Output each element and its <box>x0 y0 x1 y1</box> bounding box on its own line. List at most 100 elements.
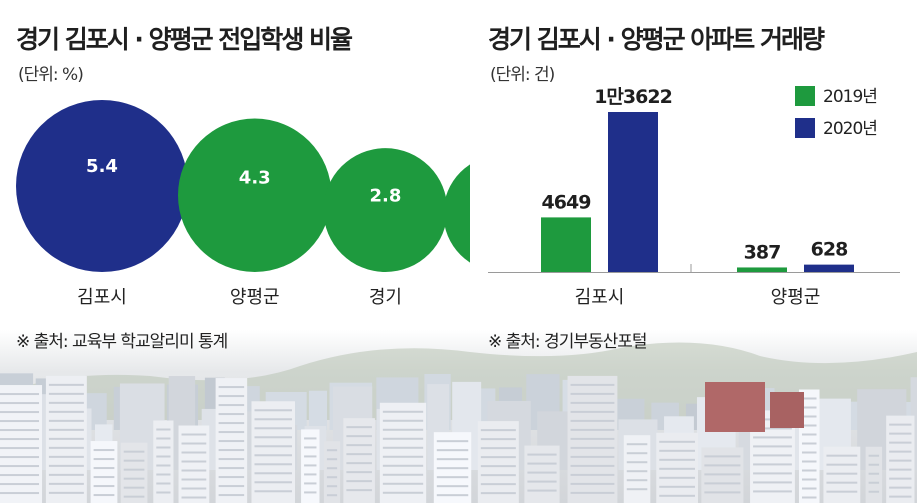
building-window-row <box>436 467 469 470</box>
building-window-row <box>326 494 338 497</box>
building-window-row <box>93 458 115 461</box>
building-window-row <box>0 492 40 495</box>
building-window-row <box>0 429 40 432</box>
building-window-row <box>48 455 84 458</box>
building-window-row <box>570 473 615 476</box>
building-window-row <box>156 437 171 440</box>
building-window-row <box>801 478 817 481</box>
building-window-row <box>326 467 338 470</box>
building-window-row <box>123 495 145 498</box>
building-window-row <box>480 492 516 495</box>
building-window-row <box>218 386 245 389</box>
bubble-category-label: 경기 <box>369 287 402 308</box>
building-window-row <box>254 418 292 421</box>
building <box>770 392 804 428</box>
bubble-category-label: 김포시 <box>77 287 127 308</box>
building-window-row <box>382 473 424 476</box>
building-window-row <box>254 427 292 430</box>
building-window-row <box>0 393 40 396</box>
building-window-row <box>48 419 84 422</box>
building-window-row <box>346 489 372 492</box>
building-window-row <box>0 411 40 414</box>
building-window-row <box>123 477 145 480</box>
building-window-row <box>801 415 817 418</box>
building-window-row <box>626 488 648 491</box>
building-window-row <box>218 440 245 443</box>
legend-swatch <box>795 118 815 138</box>
building-window-row <box>346 480 372 483</box>
building-window-row <box>626 461 648 464</box>
building-window-row <box>48 392 84 395</box>
building-window-row <box>304 464 317 467</box>
building-window-row <box>304 482 317 485</box>
bar-1-1 <box>804 264 854 272</box>
building-window-row <box>626 443 648 446</box>
building-window-row <box>801 451 817 454</box>
right-chart-unit: (단위: 건) <box>490 65 555 85</box>
building-window-row <box>218 485 245 488</box>
building-window-row <box>218 458 245 461</box>
building-window-row <box>436 458 469 461</box>
building-window-row <box>570 455 615 458</box>
left-chart-title: 경기 김포시 · 양평군 전입학생 비율 <box>16 25 353 54</box>
building-window-row <box>801 487 817 490</box>
building-window-row <box>480 483 516 486</box>
building-window-row <box>382 491 424 494</box>
building-window-row <box>181 433 207 436</box>
building-window-row <box>218 431 245 434</box>
building-window-row <box>382 437 424 440</box>
building-window-row <box>826 454 858 457</box>
building <box>120 442 148 503</box>
building <box>323 441 341 503</box>
building-window-row <box>218 395 245 398</box>
building-window-row <box>346 453 372 456</box>
building-window-row <box>801 496 817 499</box>
building-window-row <box>801 406 817 409</box>
building-window-row <box>480 456 516 459</box>
building-window-row <box>570 383 615 386</box>
building-window-row <box>868 490 880 493</box>
legend-label: 2019년 <box>823 87 877 107</box>
building-window-row <box>304 491 317 494</box>
building <box>623 435 651 503</box>
building <box>798 389 820 503</box>
building-window-row <box>753 463 792 466</box>
building <box>886 415 915 503</box>
building-window-row <box>436 449 469 452</box>
bar-value-label: 628 <box>811 239 848 261</box>
bar-category-label: 양평군 <box>771 287 821 308</box>
building-window-row <box>626 470 648 473</box>
building-window-row <box>889 432 912 435</box>
building-window-row <box>181 460 207 463</box>
legend-swatch <box>795 86 815 106</box>
building-window-row <box>826 472 858 475</box>
bubble-1 <box>178 118 332 272</box>
right-chart-title: 경기 김포시 · 양평군 아파트 거래량 <box>488 25 825 54</box>
building-window-row <box>218 422 245 425</box>
building-window-row <box>868 463 880 466</box>
bubble-0 <box>16 100 188 272</box>
building-window-row <box>527 480 557 483</box>
building-window-row <box>436 494 469 497</box>
building-window-row <box>753 472 792 475</box>
building-window-row <box>0 438 40 441</box>
building-window-row <box>868 454 880 457</box>
building-window-row <box>156 446 171 449</box>
building-window-row <box>868 472 880 475</box>
building-window-row <box>254 454 292 457</box>
building-window-row <box>659 449 695 452</box>
building-window-row <box>48 473 84 476</box>
building-window-row <box>123 450 145 453</box>
building <box>705 382 765 432</box>
building-window-row <box>527 471 557 474</box>
building-window-row <box>0 447 40 450</box>
building-window-row <box>826 463 858 466</box>
building-window-row <box>889 450 912 453</box>
building-window-row <box>570 491 615 494</box>
building-window-row <box>704 491 741 494</box>
building-window-row <box>480 438 516 441</box>
building-window-row <box>626 479 648 482</box>
building-window-row <box>0 474 40 477</box>
building-window-row <box>254 472 292 475</box>
building-window-row <box>48 383 84 386</box>
